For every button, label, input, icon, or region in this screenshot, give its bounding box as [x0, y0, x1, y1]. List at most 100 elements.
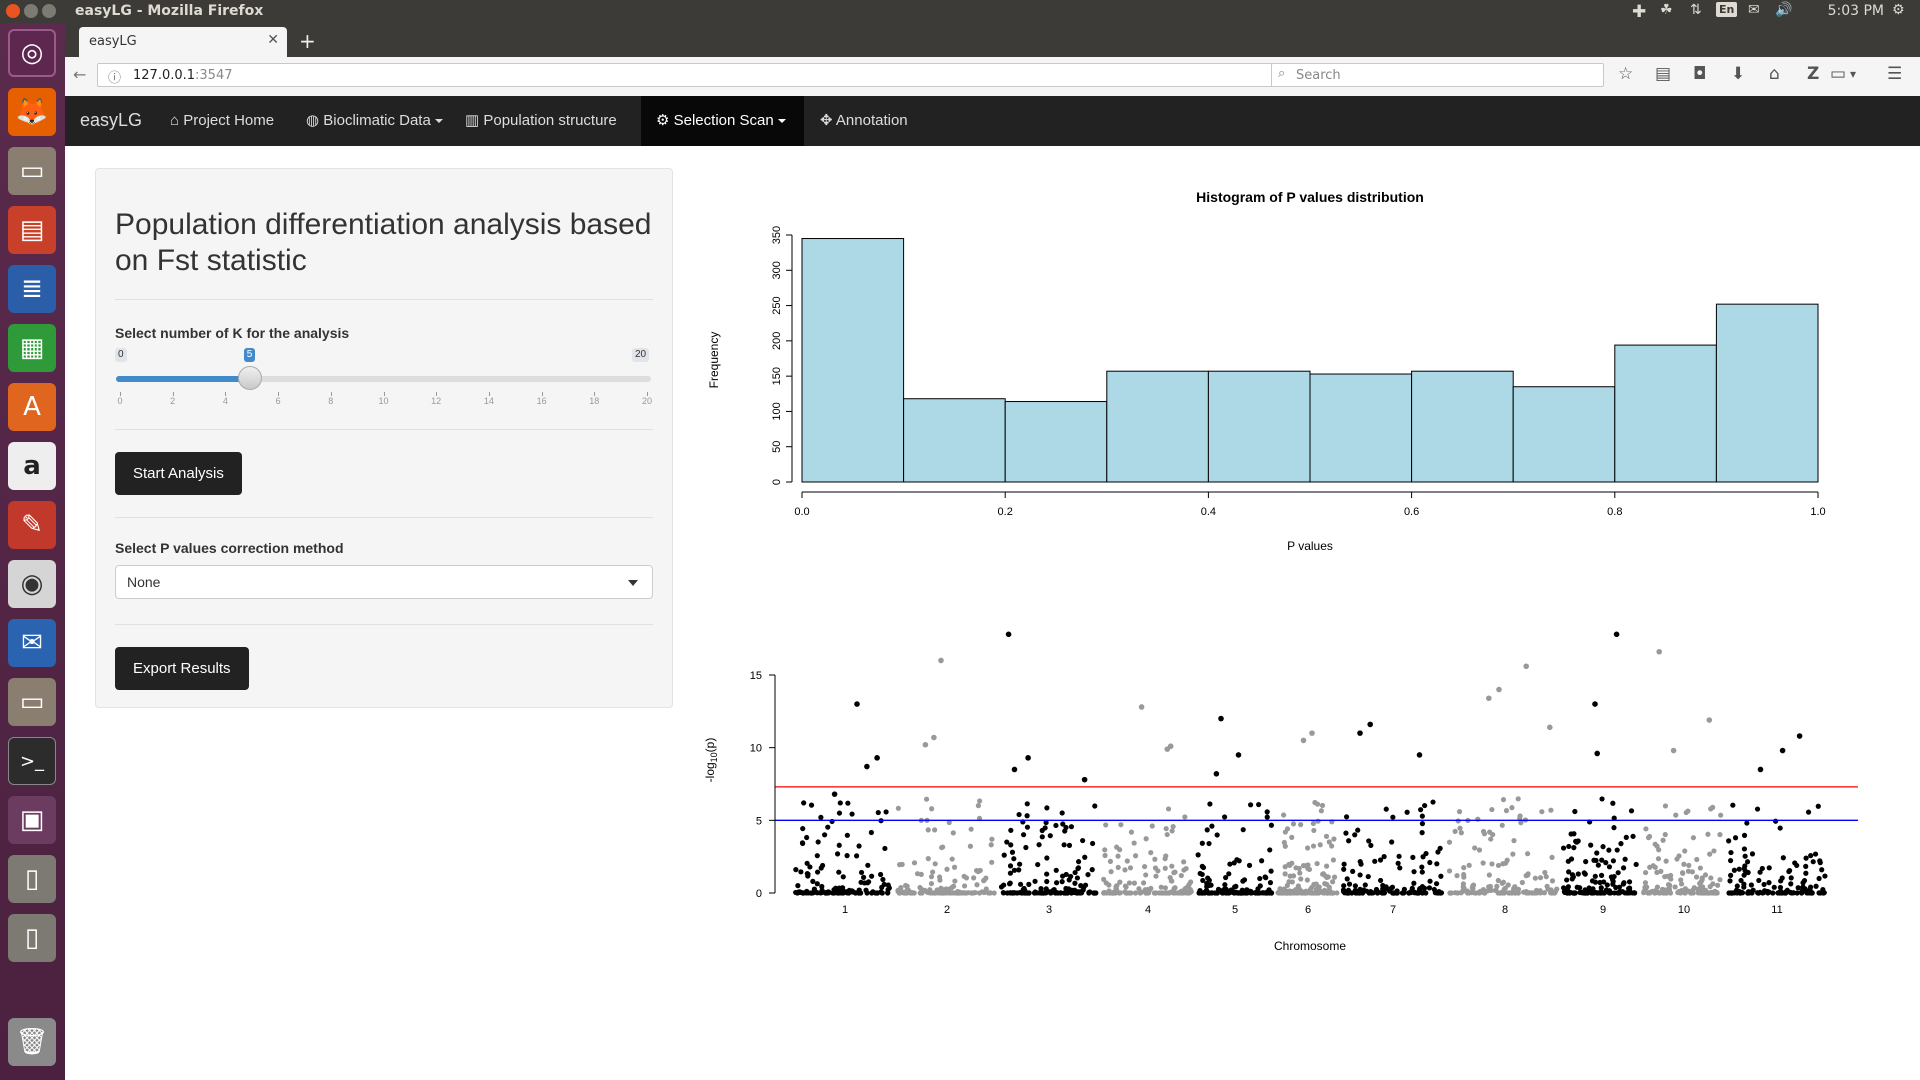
snp-point	[1500, 797, 1507, 803]
menu-hamburger-icon[interactable]: ☰	[1887, 64, 1903, 84]
browser-toolbar: ← ⓘ 127.0.0.1:3547 ↻ ⌕ Search ☆ ▤ ◘ ⬇ ⌂ …	[65, 57, 1920, 97]
url-bar[interactable]: ⓘ 127.0.0.1:3547 ↻	[97, 63, 1295, 87]
export-results-button[interactable]: Export Results	[115, 647, 249, 690]
thunderbird-icon[interactable]: ✉	[8, 619, 56, 667]
snp-point	[1742, 863, 1748, 869]
snp-point	[950, 830, 956, 836]
window-maximize-button[interactable]	[42, 4, 56, 18]
snp-point	[1394, 890, 1400, 896]
bookmark-star-icon[interactable]: ☆	[1618, 64, 1634, 84]
url-text[interactable]: 127.0.0.1:3547	[133, 68, 233, 83]
volume-icon[interactable]: 🔊	[1775, 2, 1793, 18]
snp-point	[836, 885, 842, 891]
snp-point	[1128, 890, 1134, 896]
usb-drive-icon[interactable]: ▯	[8, 914, 56, 962]
back-arrow-icon[interactable]: ←	[73, 65, 87, 84]
nav-bioclimatic-data[interactable]: ◍ Bioclimatic Data	[291, 96, 458, 146]
amazon-icon[interactable]: a	[8, 442, 56, 490]
snp-point	[1286, 879, 1292, 885]
nav-label: Population structure	[483, 112, 617, 129]
connect-icon[interactable]: ☘	[1660, 2, 1673, 18]
site-info-icon[interactable]: ⓘ	[108, 71, 122, 86]
screenshot-icon[interactable]: ◉	[8, 560, 56, 608]
browser-tab[interactable]: easyLG ✕	[79, 27, 287, 57]
snp-point	[1452, 828, 1458, 834]
mail-icon[interactable]: ✉	[1748, 2, 1760, 18]
snp-point	[1566, 869, 1572, 875]
nav-annotation[interactable]: ✥ Annotation	[805, 96, 923, 146]
snp-point	[1357, 730, 1363, 736]
snp-point	[1611, 815, 1617, 821]
slider-tick	[278, 392, 280, 396]
files-icon[interactable]: ▭	[8, 147, 56, 195]
usb-drive-icon[interactable]: ▯	[8, 855, 56, 903]
start-analysis-button[interactable]: Start Analysis	[115, 452, 242, 495]
snp-point	[1674, 856, 1680, 862]
window-minimize-button[interactable]	[24, 4, 38, 18]
snp-point	[1672, 884, 1678, 890]
settings-icon[interactable]: ⚙	[1892, 2, 1905, 18]
snp-point	[1460, 881, 1466, 887]
impress-icon[interactable]: ▤	[8, 206, 56, 254]
snp-point	[1656, 648, 1662, 655]
snp-point	[1311, 881, 1317, 888]
snp-point	[1566, 843, 1572, 850]
snp-point	[1660, 837, 1666, 843]
snp-point	[1489, 861, 1495, 867]
y-tick-label: 50	[771, 441, 783, 453]
chevron-down-icon[interactable]: ▾	[1850, 67, 1857, 81]
snp-point	[1330, 879, 1336, 885]
snp-point	[1457, 825, 1463, 831]
snp-point	[844, 832, 850, 838]
correction-method-select[interactable]: None	[115, 565, 653, 599]
new-tab-button[interactable]: +	[299, 29, 316, 53]
divider	[115, 429, 653, 430]
network-icon[interactable]: ⇅	[1690, 2, 1702, 18]
snp-point	[975, 803, 981, 809]
keyboard-layout-indicator[interactable]: En	[1716, 2, 1738, 17]
snp-point	[1694, 856, 1700, 863]
zotero-icon[interactable]: Z	[1807, 64, 1820, 84]
slider-tick	[120, 392, 121, 396]
download-icon[interactable]: ⬇	[1731, 64, 1746, 84]
terminal-icon[interactable]: >_	[8, 737, 56, 785]
snp-point	[1588, 842, 1594, 848]
snp-point	[1168, 878, 1174, 884]
search-bar[interactable]: ⌕ Search	[1271, 63, 1604, 87]
app-brand[interactable]: easyLG	[80, 110, 143, 130]
nav-selection-scan[interactable]: ⚙ Selection Scan	[641, 96, 804, 146]
snp-point	[1615, 870, 1621, 876]
window-close-button[interactable]	[6, 4, 20, 18]
update-icon[interactable]: ✚	[1632, 2, 1647, 22]
system-settings-icon[interactable]: ✎	[8, 501, 56, 549]
snp-point	[1324, 890, 1330, 896]
snp-point	[1515, 886, 1522, 892]
calc-icon[interactable]: ▦	[8, 324, 56, 372]
ubuntu-dash-icon[interactable]: ◎	[8, 29, 56, 77]
reading-list-icon[interactable]: ▤	[1655, 64, 1672, 84]
page-icon[interactable]: ▭	[1830, 64, 1847, 84]
snp-point	[1284, 890, 1290, 896]
snp-point	[925, 856, 931, 862]
snp-point	[1242, 890, 1248, 896]
nav-population-structure[interactable]: ▥ Population structure	[450, 96, 632, 146]
snp-point	[1519, 879, 1525, 886]
snp-point	[1689, 869, 1695, 875]
files-icon[interactable]: ▭	[8, 678, 56, 726]
snp-point	[1754, 806, 1761, 812]
home-icon[interactable]: ⌂	[1769, 64, 1780, 84]
snp-point	[1310, 820, 1316, 827]
firefox-icon[interactable]: 🦊	[8, 88, 56, 136]
slider-track[interactable]	[116, 376, 651, 382]
clock[interactable]: 5:03 PM	[1827, 3, 1884, 19]
writer-icon[interactable]: ≣	[8, 265, 56, 313]
software-center-icon[interactable]: A	[8, 383, 56, 431]
trash-icon[interactable]: 🗑	[8, 1018, 56, 1066]
snp-point	[1241, 877, 1248, 883]
tab-close-icon[interactable]: ✕	[267, 32, 279, 48]
workspace-switcher-icon[interactable]: ▣	[8, 796, 56, 844]
slider-handle[interactable]	[237, 366, 262, 390]
pocket-icon[interactable]: ◘	[1693, 64, 1707, 84]
nav-project-home[interactable]: ⌂ Project Home	[155, 96, 289, 146]
chart-title: Histogram of P values distribution	[1196, 189, 1424, 205]
